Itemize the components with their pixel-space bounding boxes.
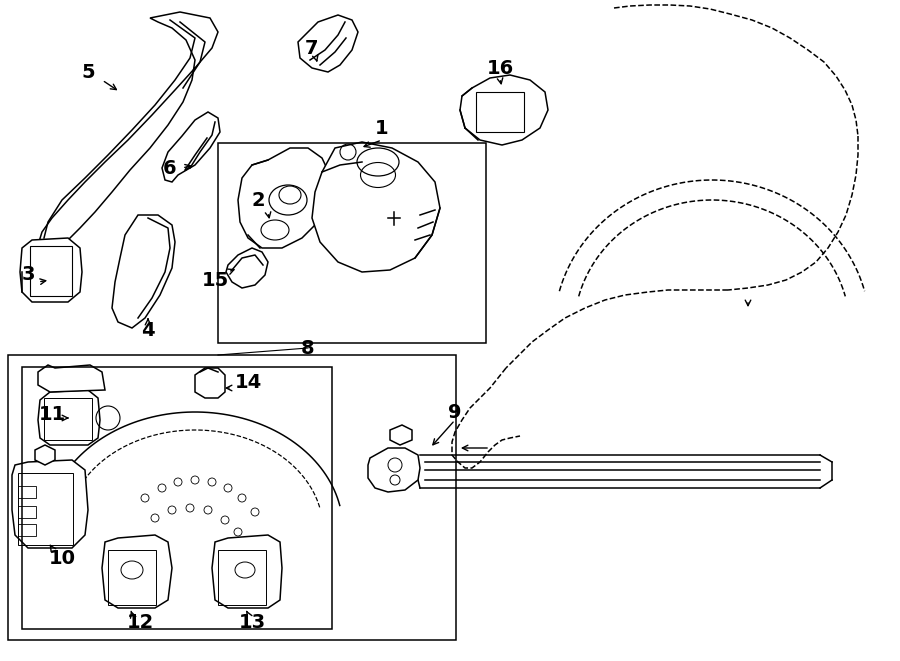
- Polygon shape: [162, 112, 220, 182]
- Text: 8: 8: [302, 338, 315, 358]
- Bar: [30, 246, 72, 296]
- Bar: [218, 143, 486, 343]
- Text: 4: 4: [141, 321, 155, 340]
- Bar: [8, 355, 456, 640]
- Polygon shape: [38, 12, 218, 252]
- Polygon shape: [226, 248, 268, 288]
- Bar: [18, 524, 36, 536]
- Bar: [218, 550, 266, 605]
- Text: 13: 13: [238, 613, 266, 631]
- Text: 10: 10: [49, 549, 76, 568]
- Text: 14: 14: [234, 373, 262, 391]
- Polygon shape: [390, 425, 412, 445]
- Text: 1: 1: [375, 118, 389, 137]
- Bar: [108, 550, 156, 605]
- Bar: [44, 398, 92, 440]
- Bar: [22, 367, 332, 629]
- Polygon shape: [238, 148, 330, 248]
- Polygon shape: [35, 445, 55, 465]
- Polygon shape: [460, 75, 548, 145]
- Polygon shape: [195, 368, 225, 398]
- Text: 12: 12: [126, 613, 154, 631]
- Text: 15: 15: [202, 270, 229, 290]
- Polygon shape: [312, 142, 440, 272]
- Polygon shape: [38, 365, 105, 392]
- Bar: [18, 473, 73, 545]
- Text: 3: 3: [22, 266, 35, 284]
- Polygon shape: [12, 460, 88, 548]
- Text: 11: 11: [39, 405, 66, 424]
- Polygon shape: [112, 215, 175, 328]
- Text: 2: 2: [251, 190, 265, 210]
- Polygon shape: [212, 535, 282, 608]
- Polygon shape: [368, 448, 420, 492]
- Text: 9: 9: [448, 403, 462, 422]
- Polygon shape: [298, 15, 358, 72]
- Text: 5: 5: [81, 63, 94, 81]
- Text: 7: 7: [305, 38, 319, 58]
- Polygon shape: [20, 238, 82, 302]
- Text: 6: 6: [163, 159, 176, 178]
- Bar: [18, 506, 36, 518]
- Polygon shape: [38, 390, 100, 445]
- Polygon shape: [102, 535, 172, 608]
- Bar: [18, 486, 36, 498]
- Text: 16: 16: [486, 59, 514, 77]
